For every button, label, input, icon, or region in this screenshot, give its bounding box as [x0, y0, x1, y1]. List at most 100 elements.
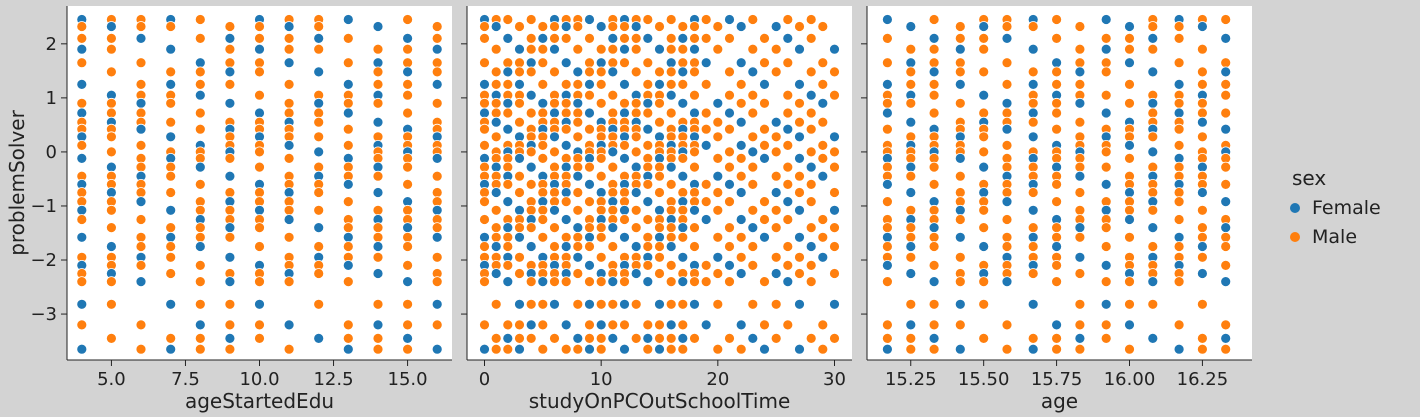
data-point	[1220, 123, 1232, 135]
data-point	[525, 33, 537, 44]
data-point	[479, 241, 490, 252]
data-point	[431, 298, 443, 310]
data-point	[135, 139, 147, 151]
data-point	[665, 298, 677, 310]
data-point	[584, 89, 595, 101]
data-point	[572, 222, 584, 234]
data-point	[642, 231, 654, 243]
data-point	[572, 21, 584, 32]
data-point	[829, 161, 840, 173]
data-point	[537, 319, 549, 331]
data-point	[665, 222, 677, 234]
data-point	[584, 161, 595, 173]
data-point	[1001, 33, 1013, 44]
data-point	[1100, 222, 1112, 234]
data-point	[654, 231, 665, 243]
data-point	[805, 241, 817, 252]
data-point	[1124, 276, 1135, 288]
data-point	[735, 319, 747, 331]
data-point	[1001, 79, 1013, 90]
data-point	[782, 196, 794, 208]
data-point	[135, 187, 147, 198]
data-point	[313, 204, 325, 216]
data-point	[1051, 123, 1062, 135]
data-point	[700, 196, 712, 208]
data-point	[595, 21, 607, 32]
data-point	[560, 343, 572, 355]
data-point	[712, 268, 724, 279]
data-point	[747, 43, 759, 55]
data-point	[254, 146, 265, 158]
data-point	[224, 204, 236, 216]
data-point	[794, 343, 805, 355]
data-point	[817, 97, 829, 109]
data-point	[1173, 343, 1185, 355]
data-point	[689, 89, 700, 101]
data-point	[76, 214, 88, 225]
data-point	[514, 152, 525, 164]
y-ticks: 2 1 0 −1 −2 −3	[30, 34, 67, 325]
data-point	[747, 107, 759, 119]
data-point	[194, 14, 206, 25]
data-point	[572, 332, 584, 344]
data-point	[805, 276, 817, 288]
data-point	[372, 57, 384, 69]
data-point	[194, 276, 206, 288]
data-point	[642, 214, 654, 225]
data-point	[1197, 43, 1208, 55]
data-point	[431, 33, 443, 44]
data-point	[402, 89, 414, 101]
data-point	[76, 231, 88, 243]
data-point	[1100, 178, 1112, 190]
data-point	[1220, 89, 1232, 101]
data-point	[1027, 131, 1039, 143]
data-point	[978, 204, 990, 216]
data-point	[1124, 298, 1135, 310]
data-point	[665, 259, 677, 271]
data-point	[525, 241, 537, 252]
data-point	[770, 66, 782, 78]
data-point	[654, 43, 665, 55]
data-point	[479, 343, 490, 355]
data-point	[665, 14, 677, 25]
data-point	[1147, 161, 1159, 173]
data-point	[654, 116, 665, 128]
data-point	[1147, 332, 1159, 344]
data-point	[560, 123, 572, 135]
x-tick-label: 15.50	[958, 369, 1010, 390]
data-point	[724, 33, 735, 44]
data-point	[224, 222, 236, 234]
data-point	[794, 170, 805, 182]
data-point	[549, 21, 560, 32]
data-point	[689, 222, 700, 234]
data-point	[805, 178, 817, 190]
data-point	[607, 222, 619, 234]
data-point	[514, 319, 525, 331]
y-tick-label: −1	[30, 196, 57, 217]
data-point	[224, 66, 236, 78]
data-point	[342, 332, 354, 344]
data-point	[724, 66, 735, 78]
data-point	[712, 97, 724, 109]
data-point	[490, 343, 502, 355]
data-point	[525, 14, 537, 25]
data-point	[759, 123, 770, 135]
data-point	[724, 196, 735, 208]
data-point	[954, 343, 966, 355]
data-point	[525, 178, 537, 190]
data-point	[1100, 43, 1112, 55]
x-axis-label: age	[1041, 389, 1078, 413]
data-point	[1220, 161, 1232, 173]
data-point	[882, 222, 893, 234]
data-point	[619, 204, 630, 216]
data-point	[490, 116, 502, 128]
data-point	[135, 123, 147, 135]
data-point	[689, 332, 700, 344]
data-point	[537, 79, 549, 90]
data-point	[490, 204, 502, 216]
data-point	[194, 89, 206, 101]
data-point	[502, 276, 514, 288]
data-point	[607, 204, 619, 216]
data-point	[595, 332, 607, 344]
data-point	[431, 343, 443, 355]
